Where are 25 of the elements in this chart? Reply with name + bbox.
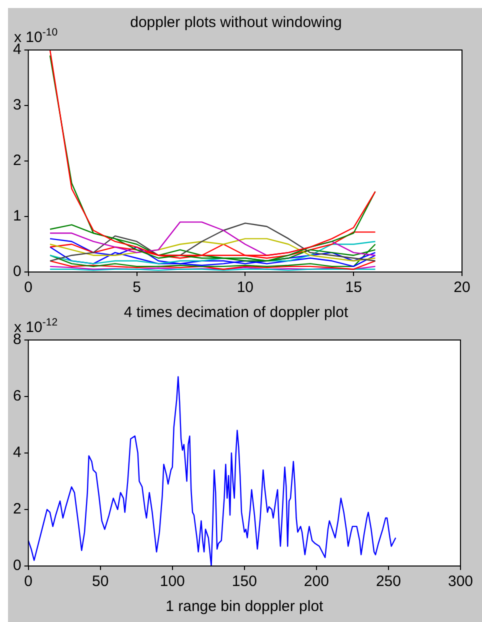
y-tick-label: 6 [13, 388, 22, 405]
x-tick-label: 250 [376, 573, 401, 590]
x-tick-label: 0 [24, 573, 33, 590]
y-tick-label: 2 [13, 152, 22, 170]
chart-title: doppler plots without windowing [130, 14, 342, 32]
x-tick-label: 0 [24, 279, 33, 296]
x-tick-label: 10 [236, 279, 254, 296]
y-tick-label: 0 [13, 557, 22, 574]
x-axis-title: 1 range bin doppler plot [166, 598, 324, 616]
y-tick-label: 8 [13, 331, 22, 348]
y-tick-label: 4 [13, 41, 22, 58]
x-tick-label: 200 [304, 573, 329, 590]
x-tick-label: 300 [448, 573, 473, 590]
y-tick-label: 3 [13, 96, 22, 114]
y-tick-label: 2 [13, 500, 22, 518]
x-tick-label: 150 [232, 573, 257, 590]
y-tick-label: 4 [13, 444, 22, 462]
x-tick-label: 15 [345, 279, 362, 296]
x-tick-label: 50 [92, 573, 109, 590]
y-tick-label: 1 [13, 208, 22, 225]
x-tick-label: 5 [132, 279, 141, 296]
y-tick-label: 0 [13, 263, 22, 280]
x-tick-label: 20 [454, 279, 470, 296]
x-tick-label: 100 [160, 573, 185, 590]
chart-title: 4 times decimation of doppler plot [124, 304, 349, 322]
